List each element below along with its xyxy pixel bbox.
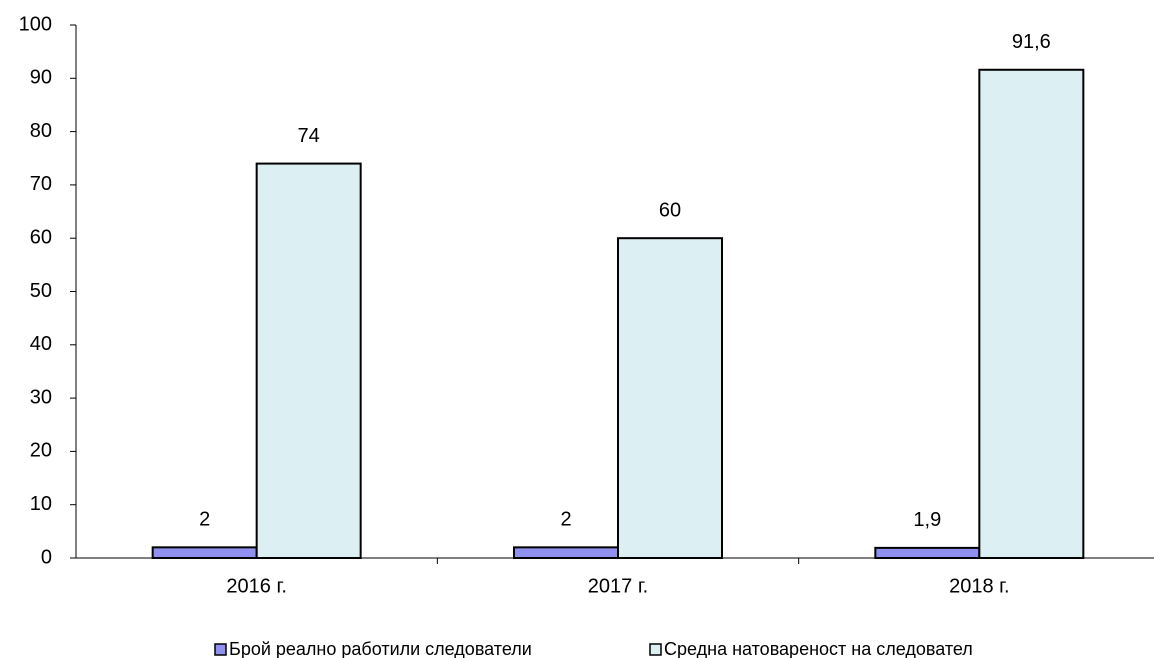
y-tick-label: 50	[30, 280, 52, 302]
bar	[617, 237, 723, 559]
x-tick-label: 2018 г.	[949, 575, 1009, 597]
y-tick-label: 70	[30, 173, 52, 195]
value-label: 91,6	[1012, 31, 1051, 53]
legend-label: Брой реално работили следователи	[229, 639, 532, 658]
value-label: 60	[659, 199, 681, 221]
y-tick-label: 30	[30, 386, 52, 408]
legend-marker	[649, 643, 662, 656]
y-tick-label: 40	[30, 333, 52, 355]
bar	[255, 162, 362, 560]
x-tick-label: 2017 г.	[588, 575, 648, 597]
y-tick-label: 20	[30, 440, 52, 462]
value-label: 74	[298, 125, 320, 147]
bar	[151, 546, 258, 560]
value-label: 2	[560, 509, 571, 531]
legend-marker	[214, 643, 227, 656]
y-tick-label: 0	[41, 546, 52, 568]
bar	[513, 546, 619, 560]
bar	[978, 68, 1085, 559]
value-label: 2	[199, 509, 210, 531]
y-tick-label: 10	[30, 493, 52, 515]
y-tick-label: 100	[19, 13, 52, 35]
value-label: 1,9	[913, 509, 941, 531]
y-tick-label: 80	[30, 120, 52, 142]
bar	[874, 546, 981, 559]
y-tick-label: 60	[30, 226, 52, 248]
y-tick-label: 90	[30, 67, 52, 89]
legend-label: Средна натовареност на следовател	[664, 639, 973, 658]
x-tick-label: 2016 г.	[226, 575, 286, 597]
